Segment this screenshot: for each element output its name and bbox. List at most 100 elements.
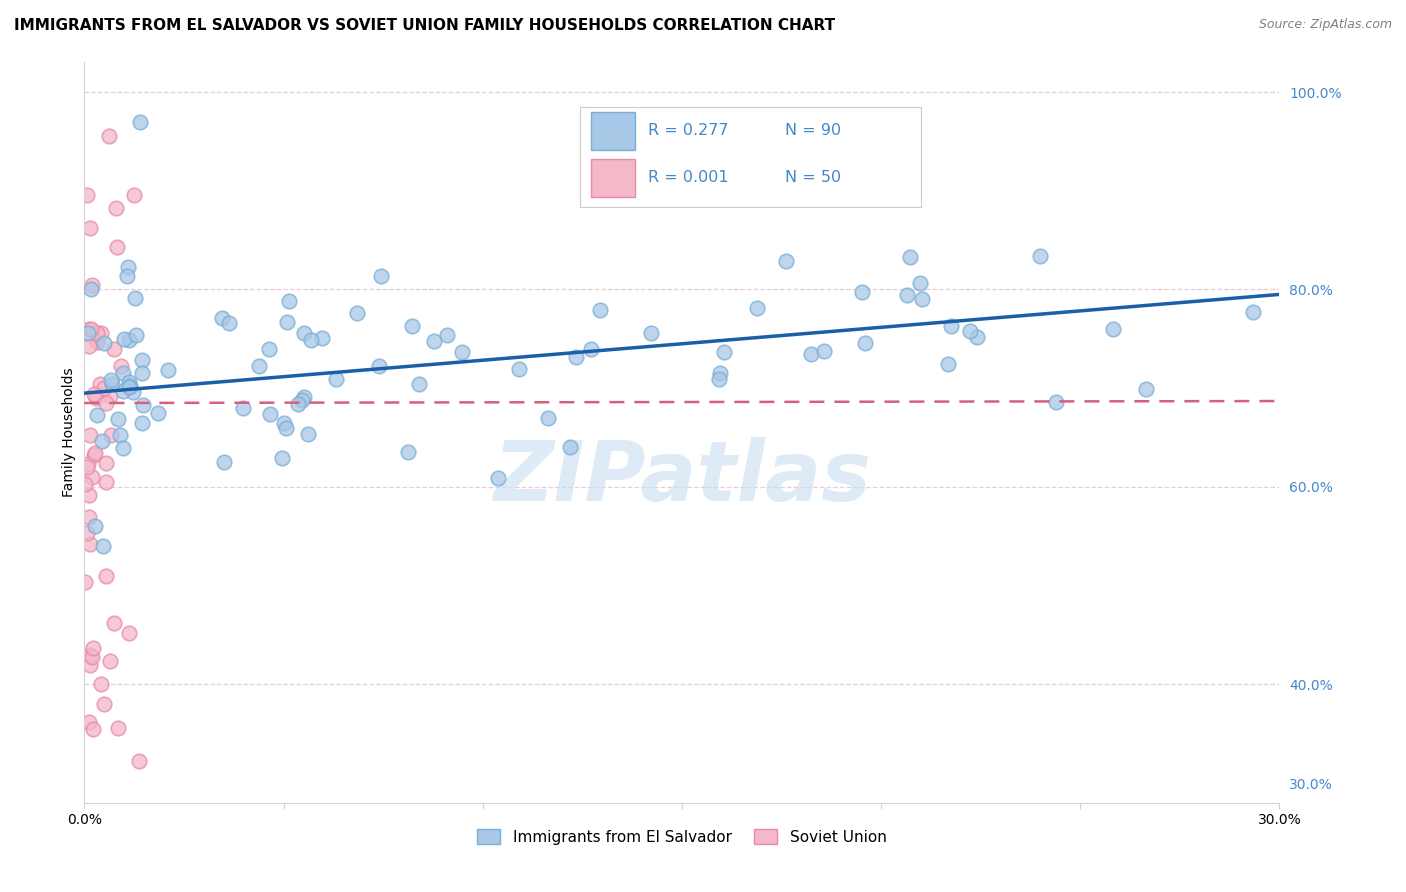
Point [936, 358, 959, 372]
Point [276, 315, 298, 329]
Point [966, 330, 988, 344]
Point [75, 574, 97, 589]
Point [436, 327, 458, 342]
Point [80, 650, 103, 665]
Point [103, 616, 125, 631]
Point [107, 721, 129, 735]
Point [1101, 322, 1123, 336]
Point [84, 446, 107, 460]
Point [79, 658, 101, 673]
Point [112, 441, 135, 455]
Point [101, 377, 124, 392]
Point [713, 345, 735, 359]
Point [709, 367, 731, 381]
Point [96, 456, 118, 470]
Point [93, 697, 115, 711]
Point [297, 426, 319, 441]
Point [79, 648, 101, 663]
Point [91, 539, 114, 553]
Point [89, 377, 111, 392]
Point [105, 240, 128, 254]
Point [287, 397, 309, 411]
Point [745, 301, 768, 315]
Point [118, 626, 141, 640]
Point [77, 714, 100, 729]
Point [423, 334, 446, 349]
Point [1241, 305, 1264, 319]
Point [589, 303, 612, 318]
Point [959, 325, 981, 339]
Point [100, 373, 122, 387]
Point [118, 379, 141, 393]
Point [83, 448, 105, 462]
Legend: Immigrants from El Salvador, Soviet Union: Immigrants from El Salvador, Soviet Unio… [471, 823, 893, 851]
Point [94, 396, 117, 410]
Point [86, 334, 108, 349]
Point [368, 359, 391, 373]
Point [79, 339, 101, 353]
Point [105, 201, 128, 215]
Point [408, 377, 430, 392]
Point [346, 306, 368, 320]
Text: ZIPatlas: ZIPatlas [494, 436, 870, 517]
Point [270, 450, 292, 465]
Point [508, 361, 530, 376]
Point [90, 677, 112, 691]
Point [896, 288, 918, 302]
Point [813, 343, 835, 358]
Point [76, 526, 98, 541]
Point [93, 336, 115, 351]
Point [274, 421, 297, 435]
Point [131, 416, 153, 430]
Point [82, 723, 104, 737]
Text: Source: ZipAtlas.com: Source: ZipAtlas.com [1258, 18, 1392, 31]
Point [273, 416, 295, 430]
Point [259, 342, 281, 356]
Point [565, 350, 588, 364]
Point [103, 342, 125, 356]
Point [908, 276, 931, 290]
Point [111, 384, 134, 399]
Point [311, 330, 333, 344]
Point [76, 188, 98, 202]
Point [121, 384, 143, 399]
Point [118, 334, 141, 348]
Point [82, 640, 104, 655]
Point [115, 268, 138, 283]
Point [90, 326, 112, 341]
Point [86, 408, 108, 422]
Point [156, 362, 179, 376]
Point [86, 391, 108, 405]
Point [79, 221, 101, 235]
Point [80, 470, 103, 484]
Point [76, 460, 98, 475]
Point [107, 412, 129, 426]
Point [259, 407, 281, 421]
Point [247, 359, 270, 373]
Point [118, 379, 141, 393]
Point [125, 327, 148, 342]
Y-axis label: Family Households: Family Households [62, 368, 76, 498]
Point [79, 537, 101, 551]
Point [118, 375, 141, 389]
Point [1135, 382, 1157, 396]
Point [299, 333, 322, 347]
Point [370, 268, 392, 283]
Point [291, 392, 314, 407]
Point [80, 282, 103, 296]
Point [94, 568, 117, 582]
Point [77, 322, 100, 336]
Point [560, 441, 582, 455]
Point [911, 292, 934, 306]
Point [486, 471, 509, 485]
Point [800, 347, 823, 361]
Point [775, 253, 797, 268]
Point [211, 310, 233, 325]
Point [98, 389, 121, 403]
Point [93, 381, 115, 395]
Point [451, 345, 474, 359]
Point [325, 372, 347, 386]
Point [98, 128, 121, 143]
Point [96, 475, 118, 489]
Point [84, 519, 107, 533]
